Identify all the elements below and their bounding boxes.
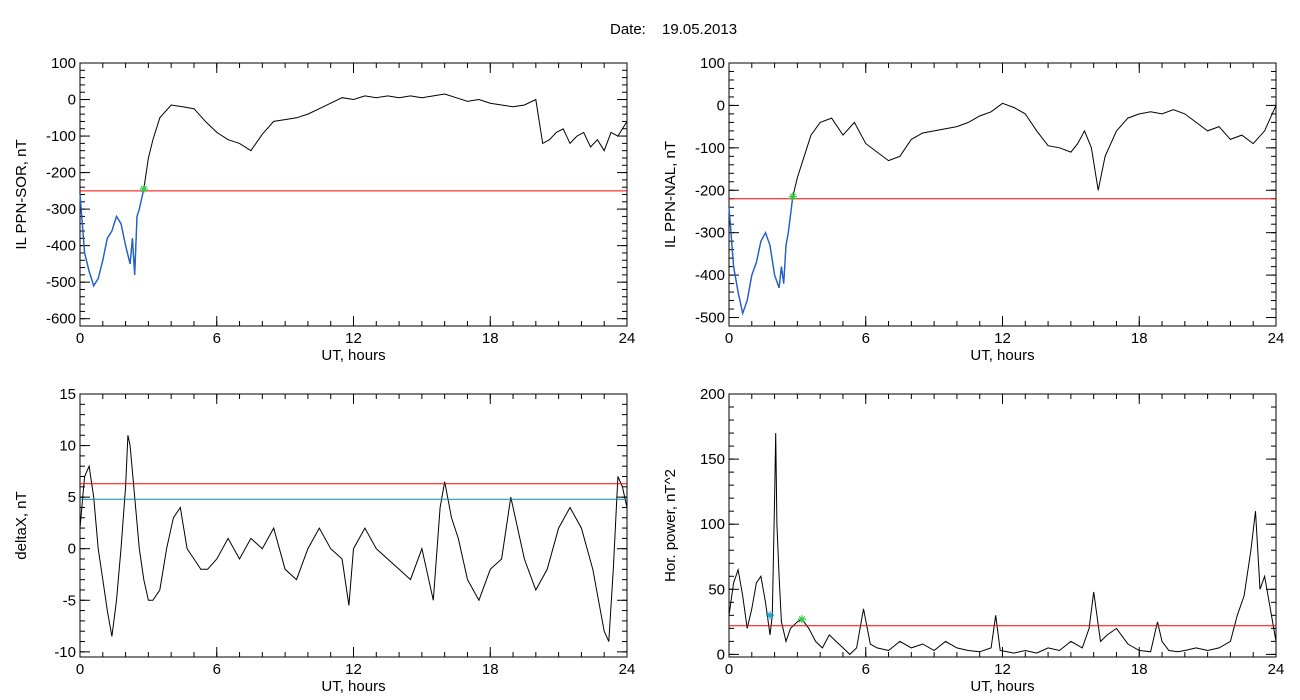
series-highlight-line [79,188,145,288]
y-tick-label: 50 [708,581,725,598]
chart-panel-3: 0 6 12 18 24 -10 -5 0 5 10 15 UT, hours deltaX, nT [13,386,635,695]
y-tick-label: 0 [717,646,725,663]
star-marker [139,185,148,194]
star-marker [788,192,797,201]
x-tick-label: 24 [619,330,636,347]
y-tick-label: -500 [46,274,76,291]
x-axis-label: UT, hours [321,678,385,695]
chart-panel-1: 0 6 12 18 24 -600 -500 -400 -300 -200 -100 0 100 UT, … [13,55,635,364]
y-tick-label: 10 [59,438,76,455]
date-value: 19.05.2013 [662,21,737,38]
y-tick-label: -100 [46,128,76,145]
chart-panel-2: 0 6 12 18 24 -500 -400 -300 -200 -100 0 100 UT, hour… [662,55,1284,364]
y-tick-label: -300 [695,225,725,242]
y-tick-label: -500 [695,310,725,327]
plot-frame [728,62,1277,327]
y-axis-label: deltaX, nT [13,491,30,559]
x-tick-label: 24 [619,661,636,678]
y-tick-label: -200 [46,165,76,182]
y-tick-label: -300 [46,201,76,218]
y-tick-label: -600 [46,311,76,328]
x-axis-label: UT, hours [970,347,1034,364]
star-marker [766,611,775,620]
series-line [728,102,1277,316]
x-tick-label: 18 [482,661,499,678]
chart-panel-4: 0 6 12 18 24 0 50 100 150 200 UT, hours Hor. power,… [662,386,1284,695]
plot-frame [728,393,1277,658]
x-tick-label: 18 [1131,330,1148,347]
y-tick-label: -200 [695,182,725,199]
y-tick-label: 100 [700,55,725,72]
x-tick-label: 12 [994,661,1011,678]
y-tick-label: -400 [695,267,725,284]
x-tick-label: 18 [1131,661,1148,678]
x-tick-label: 6 [862,661,870,678]
x-tick-label: 6 [862,330,870,347]
y-tick-label: 5 [68,489,76,506]
y-tick-label: 0 [68,92,76,109]
x-tick-label: 24 [1268,330,1285,347]
x-tick-label: 6 [213,661,221,678]
plot-frame [79,393,628,658]
x-tick-label: 12 [345,330,362,347]
y-axis-label: Hor. power, nT^2 [662,469,679,582]
y-tick-label: 15 [59,386,76,403]
y-axis-label: IL PPN-SOR, nT [13,139,30,249]
star-marker [797,615,806,624]
y-tick-label: 0 [717,97,725,114]
x-axis-label: UT, hours [970,678,1034,695]
x-tick-label: 6 [213,330,221,347]
y-tick-label: 100 [51,55,76,72]
x-tick-label: 12 [994,330,1011,347]
x-tick-label: 12 [345,661,362,678]
series-line [79,435,628,642]
x-tick-label: 0 [76,661,84,678]
chart-panels: 0 6 12 18 24-600-500-400-300-200-1000100UT, … [13,55,1284,695]
x-tick-label: 0 [725,330,733,347]
y-tick-label: -5 [63,592,76,609]
x-tick-label: 0 [725,661,733,678]
y-tick-label: 200 [700,386,725,403]
x-tick-label: 18 [482,330,499,347]
y-tick-label: 0 [68,541,76,558]
x-axis-label: UT, hours [321,347,385,364]
y-axis-label: IL PPN-NAL, nT [662,141,679,248]
y-tick-label: -400 [46,238,76,255]
x-tick-label: 0 [76,330,84,347]
y-tick-label: 150 [700,451,725,468]
series-line [728,433,1277,656]
date-label: Date: [610,21,646,38]
plot-frame [79,62,628,327]
y-tick-label: 100 [700,516,725,533]
x-tick-label: 24 [1268,661,1285,678]
series-line [79,93,628,287]
series-highlight-line [728,196,794,316]
y-tick-label: -10 [54,644,76,661]
y-tick-label: -100 [695,140,725,157]
